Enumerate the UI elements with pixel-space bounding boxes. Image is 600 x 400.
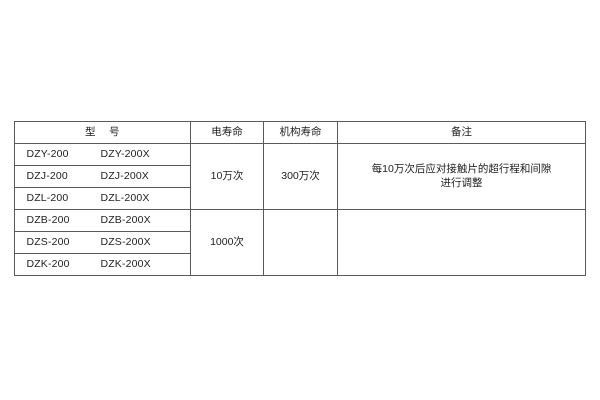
cell-model-1: DZY-200 DZY-200X [14, 143, 191, 166]
cell-electrical-life-group-1: 10万次 [190, 143, 264, 210]
table-row: DZB-200 DZB-200X 1000次 [14, 209, 586, 276]
cell-electrical-life-group-2: 1000次 [190, 209, 264, 276]
remark-line-2: 进行调整 [440, 176, 483, 189]
header-remark: 备注 [337, 121, 586, 144]
cell-model-4: DZB-200 DZB-200X [14, 209, 191, 232]
table-row: DZK-200 DZK-200X [14, 253, 586, 276]
model-code-secondary: DZK-200X [100, 257, 151, 270]
model-code-secondary: DZB-200X [100, 213, 151, 226]
model-code-primary: DZL-200 [26, 191, 69, 204]
cell-remark-group-1: 每10万次后应对接触片的超行程和间隙 进行调整 [337, 143, 586, 210]
cell-model-3: DZL-200 DZL-200X [14, 187, 191, 210]
header-electrical-life: 电寿命 [190, 121, 264, 144]
header-mechanical-life: 机构寿命 [263, 121, 338, 144]
table-row: DZL-200 DZL-200X [14, 187, 586, 210]
cell-model-6: DZK-200 DZK-200X [14, 253, 191, 276]
cell-model-5: DZS-200 DZS-200X [14, 231, 191, 254]
header-model: 型号 [14, 121, 191, 144]
model-code-primary: DZJ-200 [26, 169, 68, 182]
model-code-primary: DZY-200 [26, 147, 69, 160]
model-code-primary: DZB-200 [26, 213, 70, 226]
cell-model-2: DZJ-200 DZJ-200X [14, 165, 191, 188]
cell-remark-group-2 [337, 209, 586, 276]
table-header-row: 型号 电寿命 机构寿命 备注 [14, 121, 586, 144]
header-model-label: 型号 [85, 125, 120, 138]
relay-specification-table: 型号 电寿命 机构寿命 备注 DZY-200 DZY-200X 10万次 300万… [14, 121, 586, 276]
cell-mechanical-life-group-2 [263, 209, 338, 276]
model-code-secondary: DZL-200X [100, 191, 150, 204]
cell-mechanical-life-group-1: 300万次 [263, 143, 338, 210]
model-code-primary: DZS-200 [26, 235, 70, 248]
model-code-secondary: DZJ-200X [100, 169, 149, 182]
model-code-primary: DZK-200 [26, 257, 70, 270]
model-code-secondary: DZS-200X [100, 235, 151, 248]
remark-line-1: 每10万次后应对接触片的超行程和间隙 [371, 163, 552, 176]
table-row: DZY-200 DZY-200X 10万次 300万次 每10万次后应对接触片的超… [14, 143, 586, 210]
model-code-secondary: DZY-200X [100, 147, 150, 160]
